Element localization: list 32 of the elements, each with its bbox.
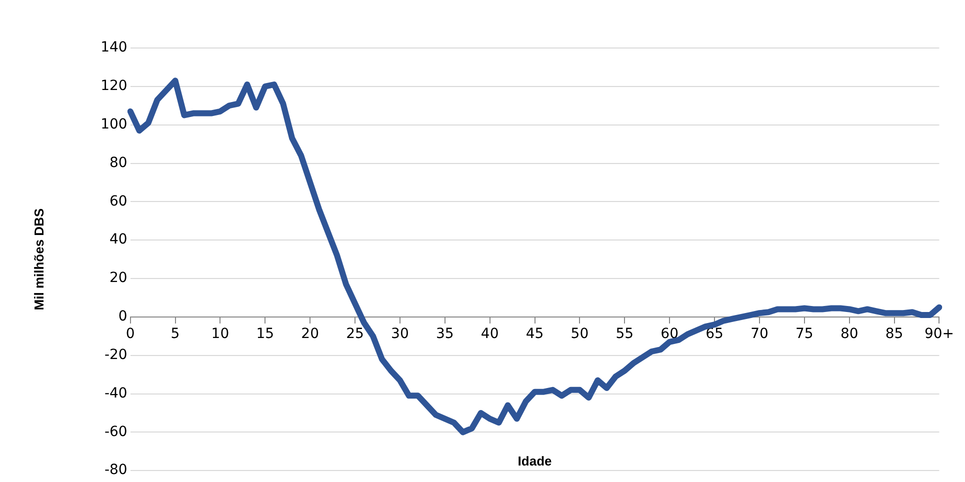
x-tick-label: 5 (170, 326, 180, 342)
y-tick-label: 80 (109, 154, 128, 171)
x-tick-label: 55 (616, 326, 634, 342)
x-tick-label: 60 (660, 326, 679, 342)
x-tick-label: 85 (885, 326, 904, 342)
y-tick-label: -60 (104, 424, 128, 440)
x-tick-label: 35 (436, 326, 454, 342)
y-tick-label: 20 (109, 270, 128, 286)
x-tick-label: 75 (795, 326, 814, 342)
x-tick-label: 50 (570, 326, 589, 342)
x-tick-label: 80 (840, 326, 858, 342)
x-tick-label: 90+ (924, 326, 954, 342)
y-tick-label: 40 (109, 232, 128, 248)
x-tick-label: 10 (211, 326, 230, 342)
x-tick-label: 25 (346, 326, 364, 342)
y-tick-label: 0 (118, 308, 128, 325)
y-axis-title: Mil milhões DBS (31, 208, 46, 310)
y-tick-label: 140 (100, 40, 128, 56)
x-tick-label: 70 (750, 326, 768, 342)
x-tick-label: 30 (391, 326, 409, 342)
y-tick-label: 60 (109, 193, 128, 210)
y-tick-label: -20 (104, 346, 128, 363)
x-tick-label: 40 (480, 326, 499, 342)
x-axis-title: Idade (518, 454, 552, 469)
y-tick-label: 100 (100, 116, 128, 132)
x-tick-label: 65 (706, 326, 724, 342)
x-tick-label: 20 (301, 326, 319, 342)
y-tick-label: -80 (104, 462, 128, 478)
y-tick-label: -40 (104, 385, 128, 402)
x-tick-label: 45 (526, 326, 544, 342)
y-tick-label: 120 (100, 78, 128, 94)
x-tick-label: 15 (256, 326, 274, 342)
